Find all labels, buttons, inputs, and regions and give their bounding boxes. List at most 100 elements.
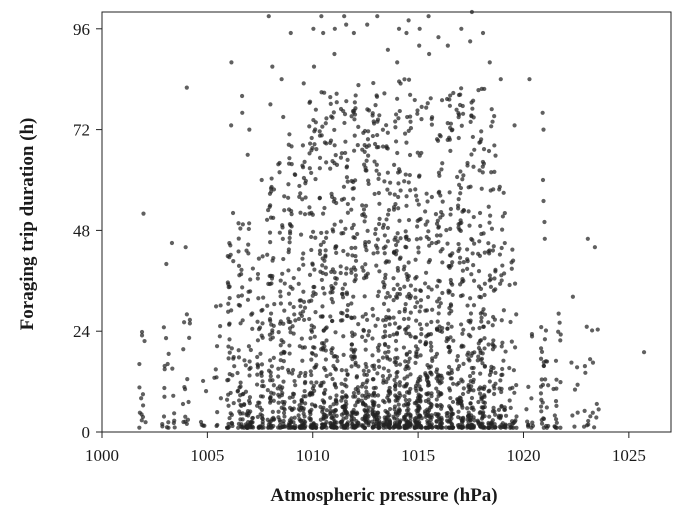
data-point xyxy=(415,346,420,352)
data-point xyxy=(445,43,450,48)
data-point xyxy=(436,190,441,195)
data-point xyxy=(413,187,418,192)
data-point xyxy=(511,368,516,373)
data-point xyxy=(385,170,390,175)
data-point xyxy=(352,354,357,359)
data-point xyxy=(471,214,476,220)
data-point xyxy=(298,191,303,196)
data-point xyxy=(376,221,382,227)
data-point xyxy=(371,80,376,86)
data-point xyxy=(309,329,315,334)
data-point xyxy=(490,248,496,253)
data-point xyxy=(493,370,498,376)
data-point xyxy=(456,409,461,414)
data-point xyxy=(237,409,242,414)
data-point xyxy=(447,190,452,195)
data-point xyxy=(280,365,285,370)
data-point xyxy=(480,30,486,36)
data-point xyxy=(301,81,306,86)
data-point xyxy=(403,172,408,177)
data-point xyxy=(181,419,186,425)
data-point xyxy=(365,22,370,27)
data-point xyxy=(471,365,476,371)
data-point xyxy=(507,365,512,371)
data-point xyxy=(322,391,327,396)
data-point xyxy=(492,386,497,391)
data-point xyxy=(498,414,503,420)
data-point xyxy=(471,377,476,382)
data-point xyxy=(381,423,386,428)
data-point xyxy=(320,124,325,129)
data-point xyxy=(320,270,325,276)
data-point xyxy=(259,416,265,421)
data-point xyxy=(184,85,189,90)
data-point xyxy=(365,412,370,417)
data-point xyxy=(476,88,481,93)
data-point xyxy=(458,169,463,174)
data-point xyxy=(448,93,453,98)
data-point xyxy=(458,185,464,191)
data-point xyxy=(372,413,377,418)
data-point xyxy=(558,380,563,385)
data-point xyxy=(398,188,403,193)
data-point xyxy=(408,310,413,315)
data-point xyxy=(203,389,209,394)
data-point xyxy=(286,250,291,255)
data-point xyxy=(385,290,390,296)
data-point xyxy=(277,230,282,235)
data-point xyxy=(250,326,255,331)
data-point xyxy=(438,134,443,139)
data-point xyxy=(370,353,375,358)
data-point xyxy=(392,407,397,412)
data-point xyxy=(387,316,392,321)
data-point xyxy=(267,230,273,235)
data-point xyxy=(393,393,398,398)
data-point xyxy=(395,60,400,65)
data-point xyxy=(247,395,253,400)
data-point xyxy=(472,147,477,152)
data-point xyxy=(436,278,441,283)
data-point xyxy=(408,188,413,193)
data-point xyxy=(446,321,451,326)
data-point xyxy=(307,124,312,129)
data-point xyxy=(446,344,451,350)
data-point xyxy=(486,148,492,154)
data-point xyxy=(298,210,303,215)
data-point xyxy=(415,403,420,408)
data-point xyxy=(479,86,484,91)
data-point xyxy=(402,131,408,136)
data-point xyxy=(301,175,307,181)
data-point xyxy=(303,195,308,200)
data-point xyxy=(281,410,287,416)
data-point xyxy=(500,372,505,377)
data-point xyxy=(140,403,146,408)
data-point xyxy=(391,287,396,292)
data-point xyxy=(394,294,399,299)
data-point xyxy=(296,413,301,418)
data-point xyxy=(181,347,186,352)
data-point xyxy=(324,373,329,379)
data-point xyxy=(404,140,409,145)
data-point xyxy=(269,189,274,194)
data-point xyxy=(309,170,314,176)
data-point xyxy=(311,325,317,330)
data-point xyxy=(330,227,335,232)
data-point xyxy=(530,420,535,425)
data-point xyxy=(365,137,371,142)
data-point xyxy=(287,351,292,356)
data-point xyxy=(477,391,483,396)
data-point xyxy=(214,344,220,349)
data-point xyxy=(212,375,217,380)
data-point xyxy=(371,391,376,396)
x-tick-label: 1000 xyxy=(85,446,119,465)
data-point xyxy=(281,114,286,120)
data-point xyxy=(319,383,324,388)
data-point xyxy=(268,215,274,220)
data-point xyxy=(404,236,409,241)
data-point xyxy=(245,424,250,429)
data-point xyxy=(329,296,334,302)
data-point xyxy=(514,382,519,388)
data-point xyxy=(302,388,307,394)
data-point xyxy=(449,412,454,418)
data-point xyxy=(381,222,386,227)
